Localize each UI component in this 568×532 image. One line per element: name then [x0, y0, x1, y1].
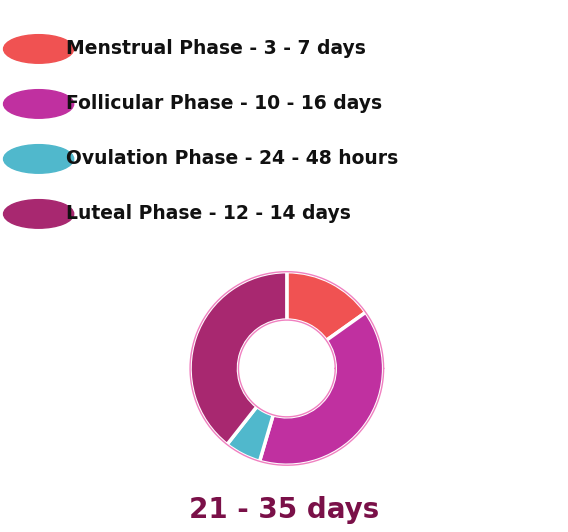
Circle shape	[3, 200, 74, 228]
Text: Menstrual Phase - 3 - 7 days: Menstrual Phase - 3 - 7 days	[66, 39, 365, 59]
Circle shape	[3, 145, 74, 173]
Wedge shape	[260, 312, 383, 466]
Text: Follicular Phase - 10 - 16 days: Follicular Phase - 10 - 16 days	[66, 95, 382, 113]
Wedge shape	[227, 406, 273, 461]
Wedge shape	[287, 272, 366, 340]
Circle shape	[3, 35, 74, 63]
Text: Ovulation Phase - 24 - 48 hours: Ovulation Phase - 24 - 48 hours	[66, 149, 398, 169]
Text: 21 - 35 days: 21 - 35 days	[189, 496, 379, 524]
Wedge shape	[190, 272, 287, 445]
Text: Luteal Phase - 12 - 14 days: Luteal Phase - 12 - 14 days	[66, 204, 350, 223]
Circle shape	[3, 90, 74, 118]
